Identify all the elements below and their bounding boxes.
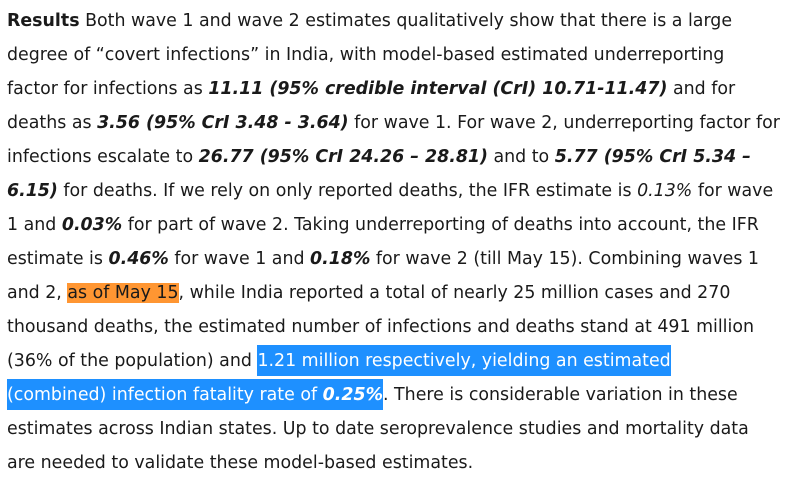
- text-run: for deaths. If we rely on only reported …: [57, 181, 638, 201]
- infections-factor-estimate-wave2: 26.77 (95% CrI 24.26 – 28.81): [198, 147, 488, 167]
- text-run: deaths as: [7, 113, 98, 133]
- text-line: factor for infections as 11.11 (95% cred…: [7, 72, 793, 106]
- text-line: 1 and 0.03% for part of wave 2. Taking u…: [7, 208, 793, 242]
- text-line: and 2, as of May 15, while India reporte…: [7, 276, 793, 310]
- text-run: infections escalate to: [7, 147, 199, 167]
- text-run: for wave 1 and: [168, 249, 311, 269]
- infections-factor-estimate: 11.11 (95% credible interval (CrI) 10.71…: [208, 79, 668, 99]
- text-line: estimate is 0.46% for wave 1 and 0.18% f…: [7, 242, 793, 276]
- text-run: factor for infections as: [7, 79, 209, 99]
- find-match-highlight[interactable]: as of May 15: [67, 283, 179, 303]
- ifr-reported-wave2: 0.03%: [61, 215, 123, 235]
- text-run: and for: [667, 79, 736, 99]
- text-run: thousand deaths, the estimated number of…: [7, 317, 754, 337]
- text-line: Results Both wave 1 and wave 2 estimates…: [7, 4, 793, 38]
- text-selection[interactable]: (combined) infection fatality rate of: [7, 379, 323, 410]
- text-run: (36% of the population) and: [7, 351, 258, 371]
- text-line: degree of “covert infections” in India, …: [7, 38, 793, 72]
- text-selection-ifr-combined[interactable]: 0.25%: [322, 379, 383, 410]
- deaths-factor-estimate-wave2-start: 5.77 (95% CrI 5.34 –: [554, 147, 751, 167]
- text-run: estimates across Indian states. Up to da…: [7, 419, 749, 439]
- text-run: , while India reported a total of nearly…: [178, 283, 731, 303]
- text-run: are needed to validate these model-based…: [7, 453, 474, 473]
- text-run: degree of “covert infections” in India, …: [7, 45, 725, 65]
- deaths-factor-estimate-wave1: 3.56 (95% CrI 3.48 - 3.64): [97, 113, 349, 133]
- text-run: for wave 2 (till May 15). Combining wave…: [370, 249, 759, 269]
- ifr-adjusted-wave1: 0.46%: [108, 249, 169, 269]
- ifr-adjusted-wave2: 0.18%: [310, 249, 371, 269]
- text-line: 6.15) for deaths. If we rely on only rep…: [7, 174, 793, 208]
- text-selection-start[interactable]: 1.21 million respectively, yielding an e…: [257, 345, 671, 376]
- text-line: are needed to validate these model-based…: [7, 446, 793, 480]
- text-run: . There is considerable variation in the…: [383, 385, 738, 405]
- text-run: Both wave 1 and wave 2 estimates qualita…: [79, 11, 733, 31]
- deaths-factor-estimate-wave2-end: 6.15): [7, 181, 58, 201]
- ifr-reported-wave1: 0.13%: [637, 181, 693, 201]
- results-heading: Results: [7, 11, 80, 31]
- text-run: and 2,: [7, 283, 68, 303]
- text-run: 1 and: [7, 215, 62, 235]
- abstract-results-paragraph: Results Both wave 1 and wave 2 estimates…: [7, 0, 793, 480]
- text-line: estimates across Indian states. Up to da…: [7, 412, 793, 446]
- text-line: infections escalate to 26.77 (95% CrI 24…: [7, 140, 793, 174]
- text-line: deaths as 3.56 (95% CrI 3.48 - 3.64) for…: [7, 106, 793, 140]
- text-run: for wave: [692, 181, 774, 201]
- text-run: estimate is: [7, 249, 109, 269]
- text-line: thousand deaths, the estimated number of…: [7, 310, 793, 344]
- text-line: (combined) infection fatality rate of 0.…: [7, 378, 793, 412]
- text-run: and to: [487, 147, 555, 167]
- text-run: for wave 1. For wave 2, underreporting f…: [348, 113, 780, 133]
- text-run: for part of wave 2. Taking underreportin…: [122, 215, 759, 235]
- text-line: (36% of the population) and 1.21 million…: [7, 344, 793, 378]
